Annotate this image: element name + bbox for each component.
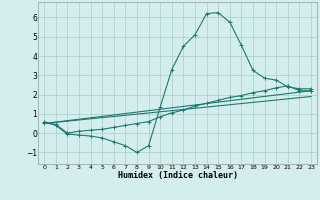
X-axis label: Humidex (Indice chaleur): Humidex (Indice chaleur) (118, 171, 238, 180)
